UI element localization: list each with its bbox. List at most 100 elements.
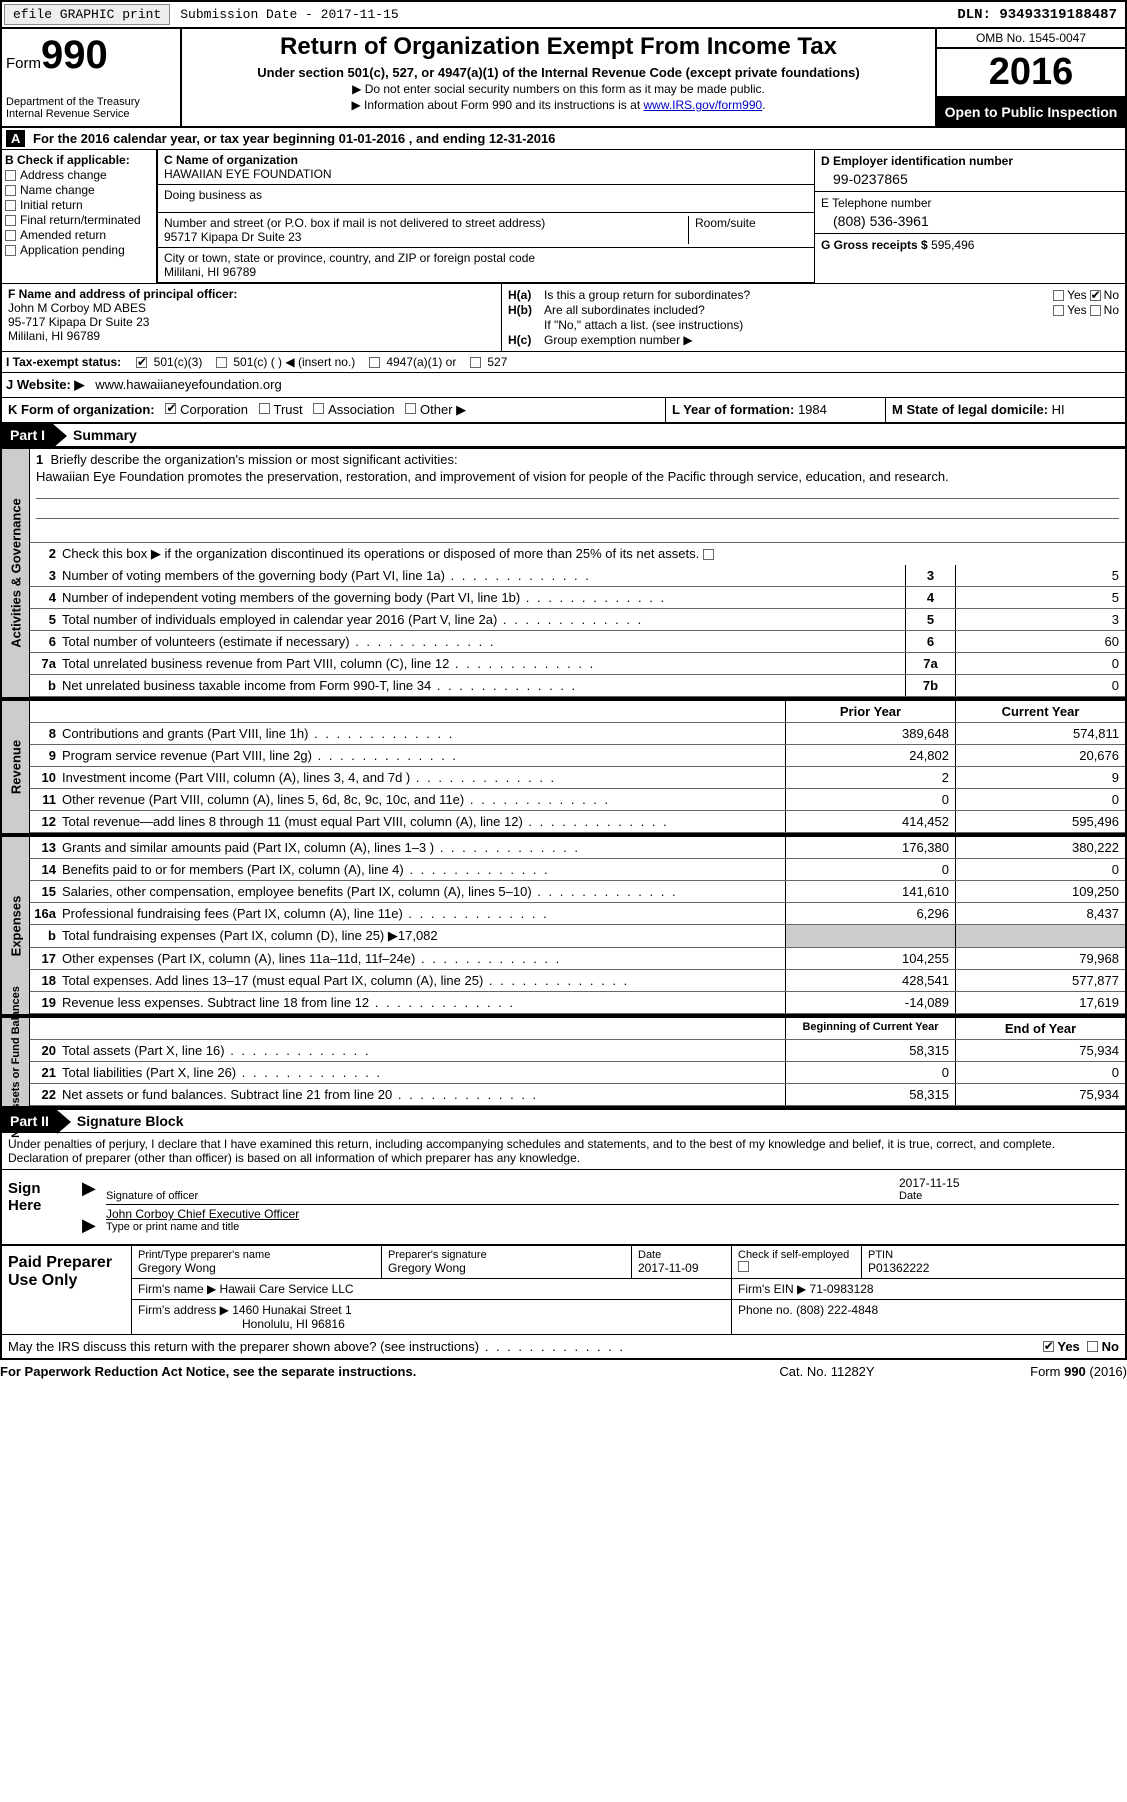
line-text: Net assets or fund balances. Subtract li… — [62, 1084, 785, 1105]
label-yes-2: Yes — [1067, 303, 1087, 317]
hc-label: H(c) — [508, 333, 544, 347]
checkbox-hb-yes[interactable] — [1053, 305, 1064, 316]
boc-value: 0 — [785, 1062, 955, 1083]
checkbox-address-change[interactable] — [5, 170, 16, 181]
section-c: C Name of organization HAWAIIAN EYE FOUN… — [157, 150, 815, 283]
efile-print-button[interactable]: efile GRAPHIC print — [4, 4, 170, 25]
prep-name: Gregory Wong — [138, 1261, 375, 1275]
line-text: Other revenue (Part VIII, column (A), li… — [62, 789, 785, 810]
paid-preparer-block: Paid Preparer Use Only Print/Type prepar… — [0, 1246, 1127, 1335]
checkbox-association[interactable] — [313, 403, 324, 414]
summary-line-9: 9 Program service revenue (Part VIII, li… — [30, 745, 1125, 767]
line-ref: 4 — [905, 587, 955, 608]
line-num: 20 — [30, 1040, 62, 1061]
discuss-row: May the IRS discuss this return with the… — [0, 1335, 1127, 1360]
section-i: I Tax-exempt status: 501(c)(3) 501(c) ( … — [0, 351, 1127, 373]
part-2-title: Signature Block — [77, 1113, 184, 1129]
line-num: 15 — [30, 881, 62, 902]
submission-date: Submission Date - 2017-11-15 — [172, 5, 406, 24]
arrow-icon-2: ▶ — [82, 1207, 100, 1244]
label-527: 527 — [487, 355, 507, 369]
label-4947: 4947(a)(1) or — [386, 355, 456, 369]
checkbox-application-pending[interactable] — [5, 245, 16, 256]
tax-exempt-label: I Tax-exempt status: — [6, 355, 136, 369]
checkbox-501c3[interactable] — [136, 357, 147, 368]
checkbox-initial-return[interactable] — [5, 200, 16, 211]
line-num: 14 — [30, 859, 62, 880]
dba-label: Doing business as — [164, 188, 808, 202]
line-value: 3 — [955, 609, 1125, 630]
checkbox-527[interactable] — [470, 357, 481, 368]
hc-text: Group exemption number ▶ — [544, 333, 1119, 347]
label-trust: Trust — [273, 402, 302, 417]
checkbox-self-employed[interactable] — [738, 1261, 749, 1272]
state-domicile-value: HI — [1052, 402, 1065, 417]
form-header: Form990 Department of the Treasury Inter… — [0, 29, 1127, 128]
arrow-icon: ▶ — [82, 1170, 100, 1207]
summary-line-b: b Total fundraising expenses (Part IX, c… — [30, 925, 1125, 948]
label-other: Other ▶ — [420, 402, 466, 417]
form-label: Form — [6, 55, 41, 72]
line-text: Net unrelated business taxable income fr… — [62, 675, 905, 696]
line-value: 5 — [955, 587, 1125, 608]
section-d: D Employer identification number 99-0237… — [815, 150, 1125, 283]
sidebar-activities: Activities & Governance — [8, 498, 23, 648]
line-2-text: Check this box ▶ if the organization dis… — [62, 546, 699, 561]
summary-line-18: 18 Total expenses. Add lines 13–17 (must… — [30, 970, 1125, 992]
hb-note: If "No," attach a list. (see instruction… — [544, 318, 1119, 332]
hb-label: H(b) — [508, 303, 544, 317]
label-application-pending: Application pending — [20, 243, 125, 257]
checkbox-final-return[interactable] — [5, 215, 16, 226]
irs-link[interactable]: www.IRS.gov/form990 — [643, 98, 762, 112]
line-text: Total unrelated business revenue from Pa… — [62, 653, 905, 674]
line-ref: 6 — [905, 631, 955, 652]
officer-label: F Name and address of principal officer: — [8, 287, 495, 301]
sig-date: 2017-11-15 — [899, 1176, 1119, 1190]
summary-section: Activities & Governance 1 Briefly descri… — [0, 447, 1127, 699]
prior-year-value: 141,610 — [785, 881, 955, 902]
line-num: b — [30, 675, 62, 696]
checkbox-amended-return[interactable] — [5, 230, 16, 241]
form-footer-year: (2016) — [1086, 1364, 1127, 1379]
checkbox-other[interactable] — [405, 403, 416, 414]
boc-header: Beginning of Current Year — [785, 1018, 955, 1039]
checkbox-discuss-no[interactable] — [1087, 1341, 1098, 1352]
omb-number: OMB No. 1545-0047 — [937, 29, 1125, 49]
year-formation-value: 1984 — [798, 402, 827, 417]
org-name: HAWAIIAN EYE FOUNDATION — [164, 167, 808, 181]
signature-disclaimer: Under penalties of perjury, I declare th… — [0, 1133, 1127, 1170]
summary-line-6: 6 Total number of volunteers (estimate i… — [30, 631, 1125, 653]
summary-line-11: 11 Other revenue (Part VIII, column (A),… — [30, 789, 1125, 811]
discuss-no-label: No — [1102, 1339, 1119, 1354]
line-num: 5 — [30, 609, 62, 630]
summary-line-15: 15 Salaries, other compensation, employe… — [30, 881, 1125, 903]
eoy-value: 75,934 — [955, 1040, 1125, 1061]
line-value: 0 — [955, 675, 1125, 696]
checkbox-ha-no[interactable] — [1090, 290, 1101, 301]
sig-date-label: Date — [899, 1190, 1119, 1202]
firm-phone-label: Phone no. — [738, 1303, 793, 1317]
checkbox-discontinued[interactable] — [703, 549, 714, 560]
checkbox-ha-yes[interactable] — [1053, 290, 1064, 301]
checkbox-corporation[interactable] — [165, 403, 176, 414]
current-year-value: 109,250 — [955, 881, 1125, 902]
checkbox-name-change[interactable] — [5, 185, 16, 196]
line-num: 18 — [30, 970, 62, 991]
checkbox-trust[interactable] — [259, 403, 270, 414]
prior-year-value: 0 — [785, 859, 955, 880]
checkbox-discuss-yes[interactable] — [1043, 1341, 1054, 1352]
section-a-label: A — [6, 130, 25, 147]
checkbox-501c[interactable] — [216, 357, 227, 368]
checkbox-4947[interactable] — [369, 357, 380, 368]
top-bar: efile GRAPHIC print Submission Date - 20… — [0, 0, 1127, 29]
firm-addr-2: Honolulu, HI 96816 — [242, 1317, 345, 1331]
line-num: 16a — [30, 903, 62, 924]
line-text: Contributions and grants (Part VIII, lin… — [62, 723, 785, 744]
checkbox-hb-no[interactable] — [1090, 305, 1101, 316]
label-501c3: 501(c)(3) — [154, 355, 203, 369]
officer-street: 95-717 Kipapa Dr Suite 23 — [8, 315, 495, 329]
mission-label: Briefly describe the organization's miss… — [50, 452, 457, 467]
discuss-yes-label: Yes — [1057, 1339, 1079, 1354]
city-label: City or town, state or province, country… — [164, 251, 808, 265]
line-ref: 5 — [905, 609, 955, 630]
